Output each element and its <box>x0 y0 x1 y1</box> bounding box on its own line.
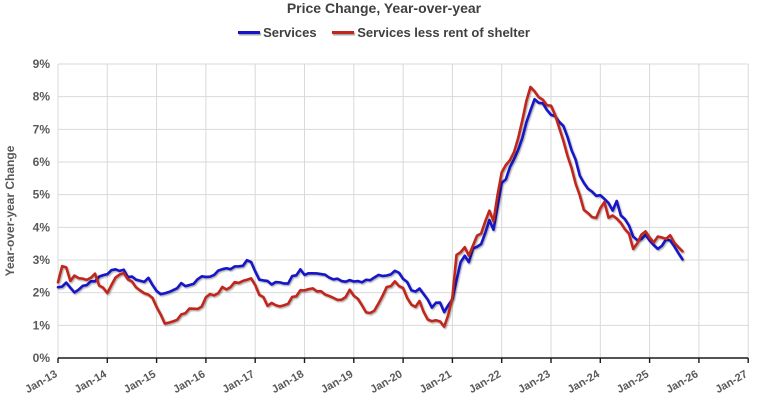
svg-text:1%: 1% <box>33 318 51 332</box>
svg-text:5%: 5% <box>33 188 51 202</box>
svg-text:9%: 9% <box>33 57 51 71</box>
svg-text:6%: 6% <box>33 155 51 169</box>
svg-text:4%: 4% <box>33 220 51 234</box>
svg-text:3%: 3% <box>33 253 51 267</box>
svg-text:0%: 0% <box>33 351 51 365</box>
svg-text:2%: 2% <box>33 286 51 300</box>
svg-text:7%: 7% <box>33 122 51 136</box>
svg-text:Year-over-year Change: Year-over-year Change <box>3 145 17 276</box>
svg-text:8%: 8% <box>33 90 51 104</box>
